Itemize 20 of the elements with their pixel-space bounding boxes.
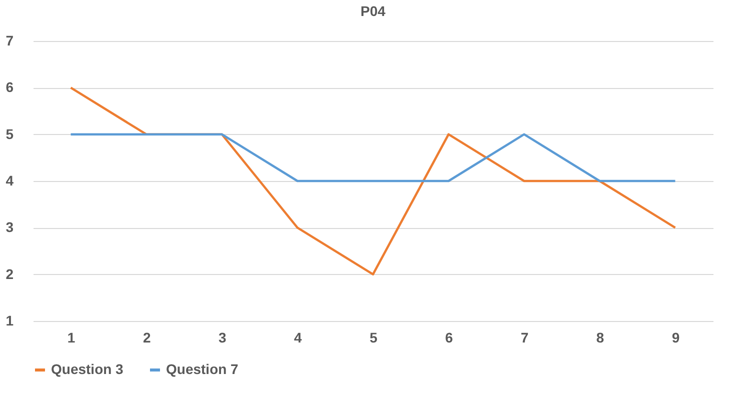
y-tick-label: 1: [6, 312, 14, 328]
y-tick-label: 3: [6, 219, 14, 236]
y-tick-label: 4: [6, 172, 14, 188]
x-tick-label: 6: [445, 330, 454, 346]
legend-label: Question 3: [51, 361, 124, 377]
x-tick-label: 5: [370, 330, 378, 346]
y-tick-label: 7: [6, 32, 14, 48]
legend-label: Question 7: [166, 361, 239, 377]
x-tick-label: 8: [596, 330, 604, 346]
x-tick-label: 4: [294, 330, 302, 346]
x-tick-label: 2: [142, 330, 151, 346]
chart-title: P04: [360, 3, 386, 19]
x-tick-label: 3: [218, 330, 226, 346]
y-tick-label: 6: [6, 79, 14, 96]
y-tick-label: 2: [6, 266, 14, 282]
x-tick-label: 7: [520, 330, 529, 346]
x-tick-label: 1: [67, 330, 76, 346]
line-series: [70, 86, 676, 276]
y-tick-label: 5: [6, 126, 14, 142]
x-tick-label: 9: [672, 330, 680, 346]
